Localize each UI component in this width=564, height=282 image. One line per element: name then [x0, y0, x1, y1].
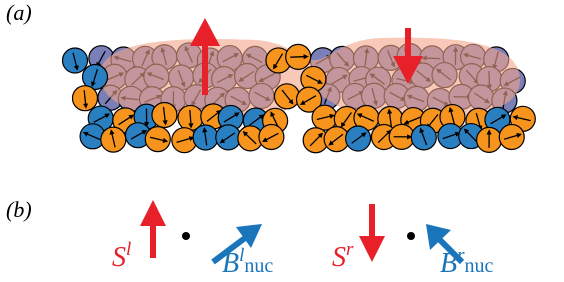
atom: [346, 126, 371, 151]
atom: [259, 125, 284, 150]
figure: (a) (b) Sl Blnuc Sr Brnuc: [0, 0, 564, 282]
atom: [411, 125, 436, 150]
atom: [101, 127, 126, 152]
atom: [72, 86, 97, 111]
atom: [286, 44, 311, 69]
dot: [182, 232, 190, 240]
atom: [216, 125, 241, 150]
atom: [312, 105, 337, 130]
symbol: Blnuc: [222, 245, 273, 279]
symbol: Sr: [332, 239, 354, 273]
atom: [477, 127, 502, 152]
atom: [152, 103, 177, 128]
spin-arrow: [140, 200, 166, 258]
atom: [63, 48, 88, 73]
atom: [499, 124, 524, 149]
atom: [274, 84, 299, 109]
spin-arrow: [359, 204, 385, 262]
panel-label: (a): [6, 0, 32, 25]
dot: [407, 232, 415, 240]
panel-label: (b): [6, 197, 32, 222]
atom-spin: [290, 57, 306, 58]
atom: [389, 124, 414, 149]
symbol: Brnuc: [440, 245, 494, 279]
symbol: Sl: [112, 239, 131, 273]
atom: [193, 125, 218, 150]
atom: [145, 127, 170, 152]
